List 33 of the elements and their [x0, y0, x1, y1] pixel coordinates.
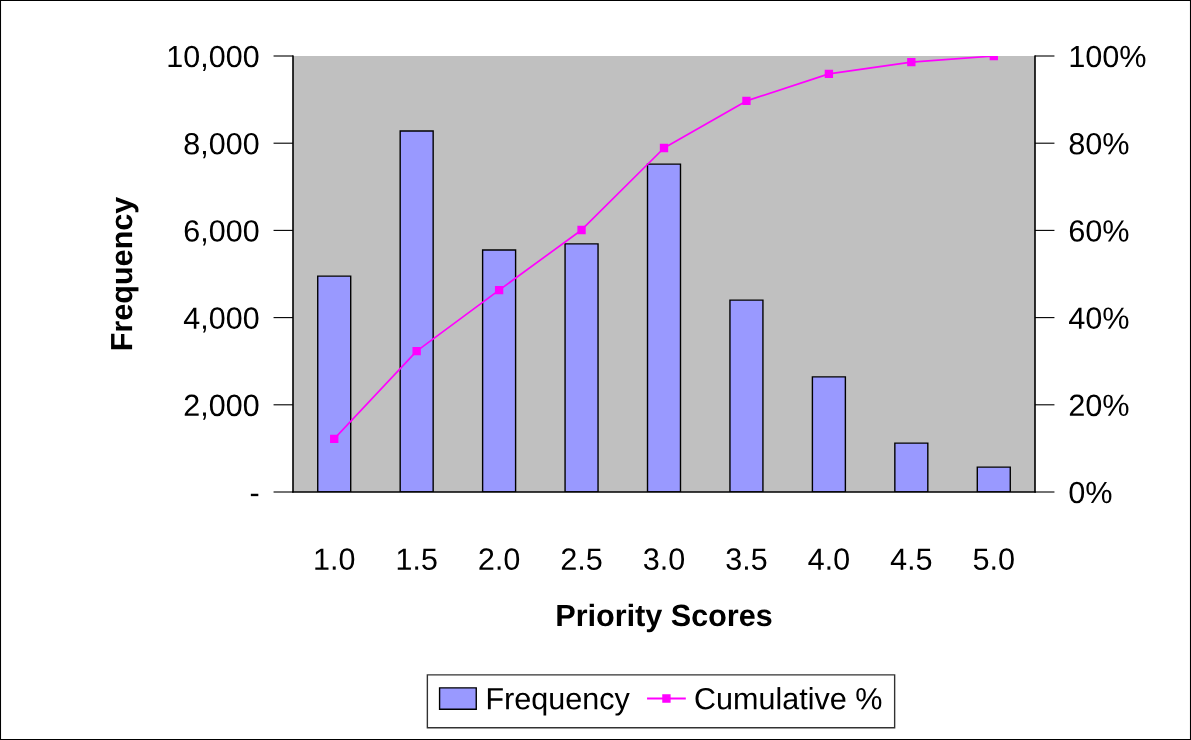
y2-tick-label: 0%: [1069, 481, 1112, 504]
y-tick-label: 10,000: [168, 45, 259, 71]
x-tick-label: 2.5: [561, 548, 602, 570]
x-tick-label: 3.0: [643, 548, 685, 570]
y-tick-label: 8,000: [184, 132, 259, 159]
x-tick-label: 4.5: [890, 548, 932, 570]
x-tick-label: 5.0: [973, 548, 1014, 570]
y-axis-title: Frequency: [111, 196, 139, 350]
point: [330, 434, 339, 443]
legend-label: Frequency: [487, 688, 630, 716]
point: [824, 69, 834, 79]
point: [412, 347, 421, 356]
y2-tick-label: 80%: [1069, 132, 1129, 155]
y-tick-label: 6,000: [184, 220, 259, 246]
point: [742, 96, 751, 106]
x-tick-label: 4.0: [808, 548, 849, 570]
x-tick-label: 1.5: [397, 548, 437, 570]
x-tick-label: 2.0: [479, 548, 520, 570]
x-axis-title: Priority Scores: [557, 603, 772, 633]
legend-label: Cumulative %: [695, 687, 882, 710]
y-tick-label: 4,000: [183, 307, 259, 333]
x-tick-label: 3.5: [726, 548, 767, 570]
y2-tick-label: 100%: [1070, 45, 1146, 68]
point: [494, 285, 504, 295]
point: [659, 143, 669, 153]
y-tick-label: -: [250, 493, 259, 497]
y2-tick-label: 40%: [1069, 307, 1129, 329]
x-tick-label: 1.0: [315, 548, 355, 570]
y2-tick-label: 60%: [1069, 220, 1129, 242]
y-tick-label: 2,000: [184, 394, 259, 420]
point: [577, 225, 586, 235]
y2-tick-label: 20%: [1069, 394, 1129, 417]
point: [907, 57, 916, 67]
